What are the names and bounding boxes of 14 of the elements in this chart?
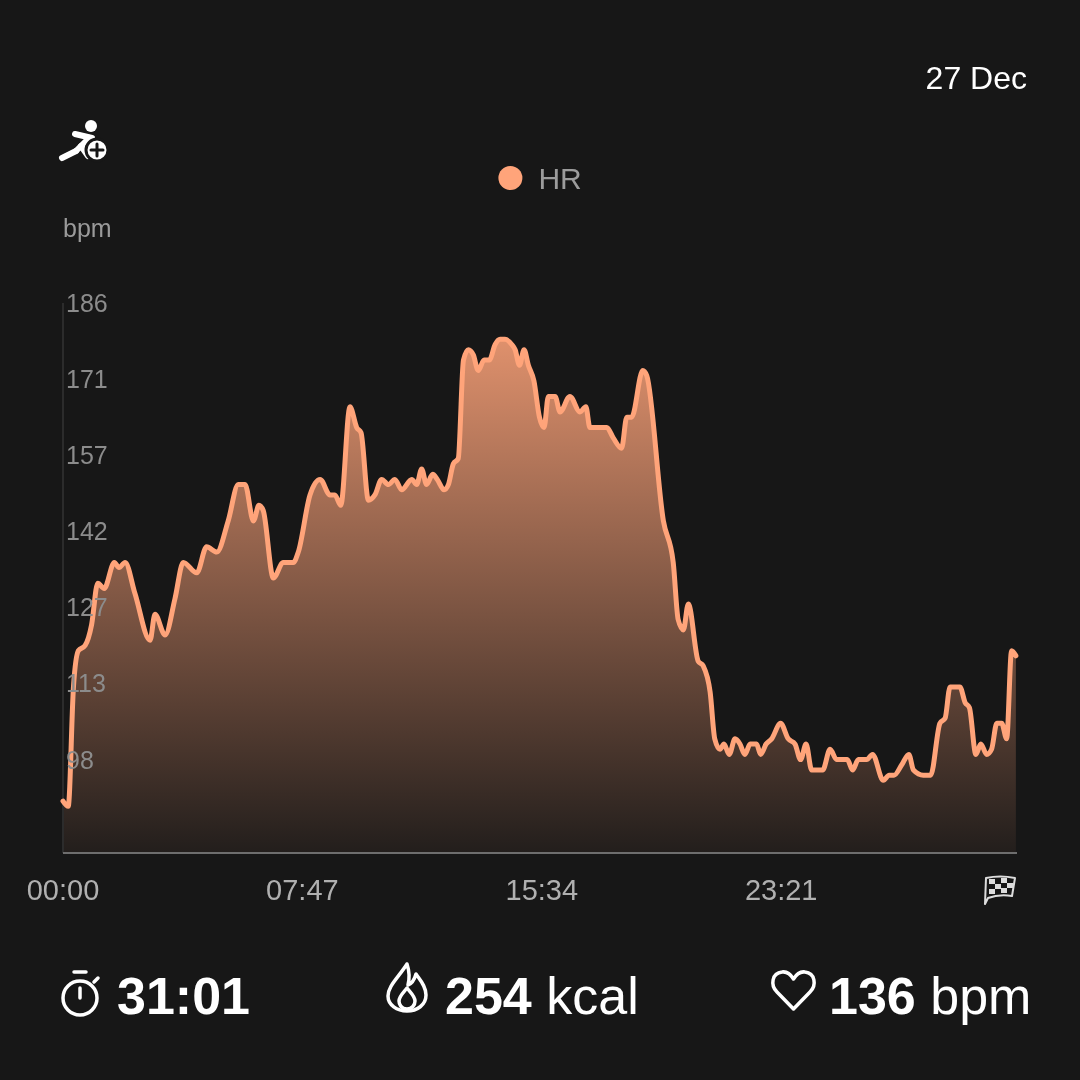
x-tick-label: 23:21 — [744, 874, 818, 906]
text: 254 kcal — [445, 967, 639, 1025]
x-tick-label: 07:47 — [266, 874, 339, 906]
legend-label: HR — [538, 161, 582, 195]
text: 27 Dec — [925, 60, 1027, 96]
y-axis-title: bpm — [63, 214, 112, 242]
y-tick-label: 142 — [66, 517, 108, 546]
text: 136 bpm — [829, 967, 1032, 1025]
text: 31:01 — [117, 967, 250, 1025]
y-tick-label: 186 — [66, 289, 108, 317]
y-tick-label: 171 — [66, 365, 108, 394]
y-tick-label: 157 — [66, 441, 108, 470]
x-tick-label: 00:00 — [26, 874, 100, 906]
x-tick-label: 15:34 — [505, 874, 579, 906]
